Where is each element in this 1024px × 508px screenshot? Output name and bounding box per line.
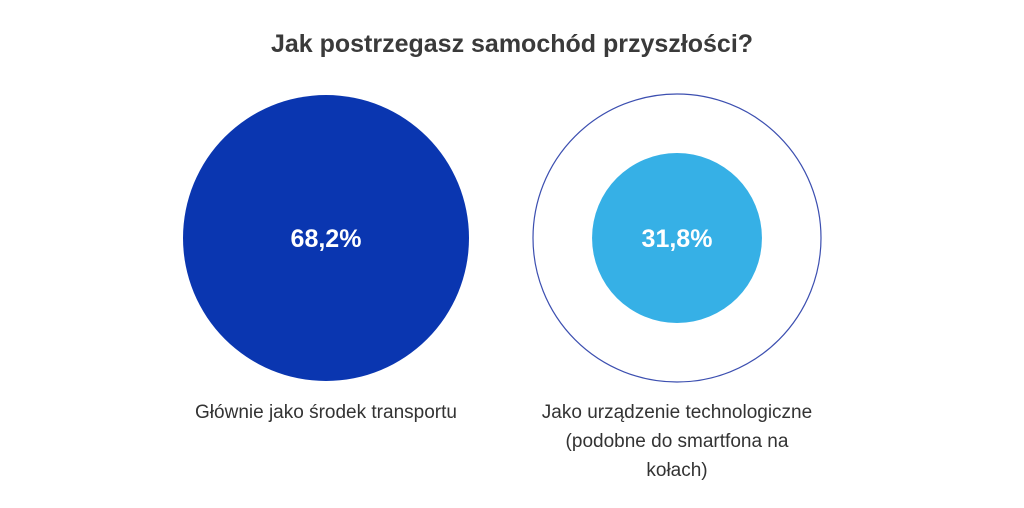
- value-label-0: 68,2%: [291, 225, 362, 253]
- bubble-0: [183, 95, 469, 381]
- category-label-transport: Głównie jako środek transportu: [195, 402, 457, 423]
- value-label-1: 31,8%: [642, 225, 713, 253]
- chart-title: Jak postrzegasz samochód przyszłości?: [270, 30, 754, 58]
- reference-outline-circle: [532, 93, 822, 383]
- bubble-1: [592, 153, 762, 323]
- category-label-technology: Jako urządzenie technologiczne (podobne …: [541, 402, 813, 481]
